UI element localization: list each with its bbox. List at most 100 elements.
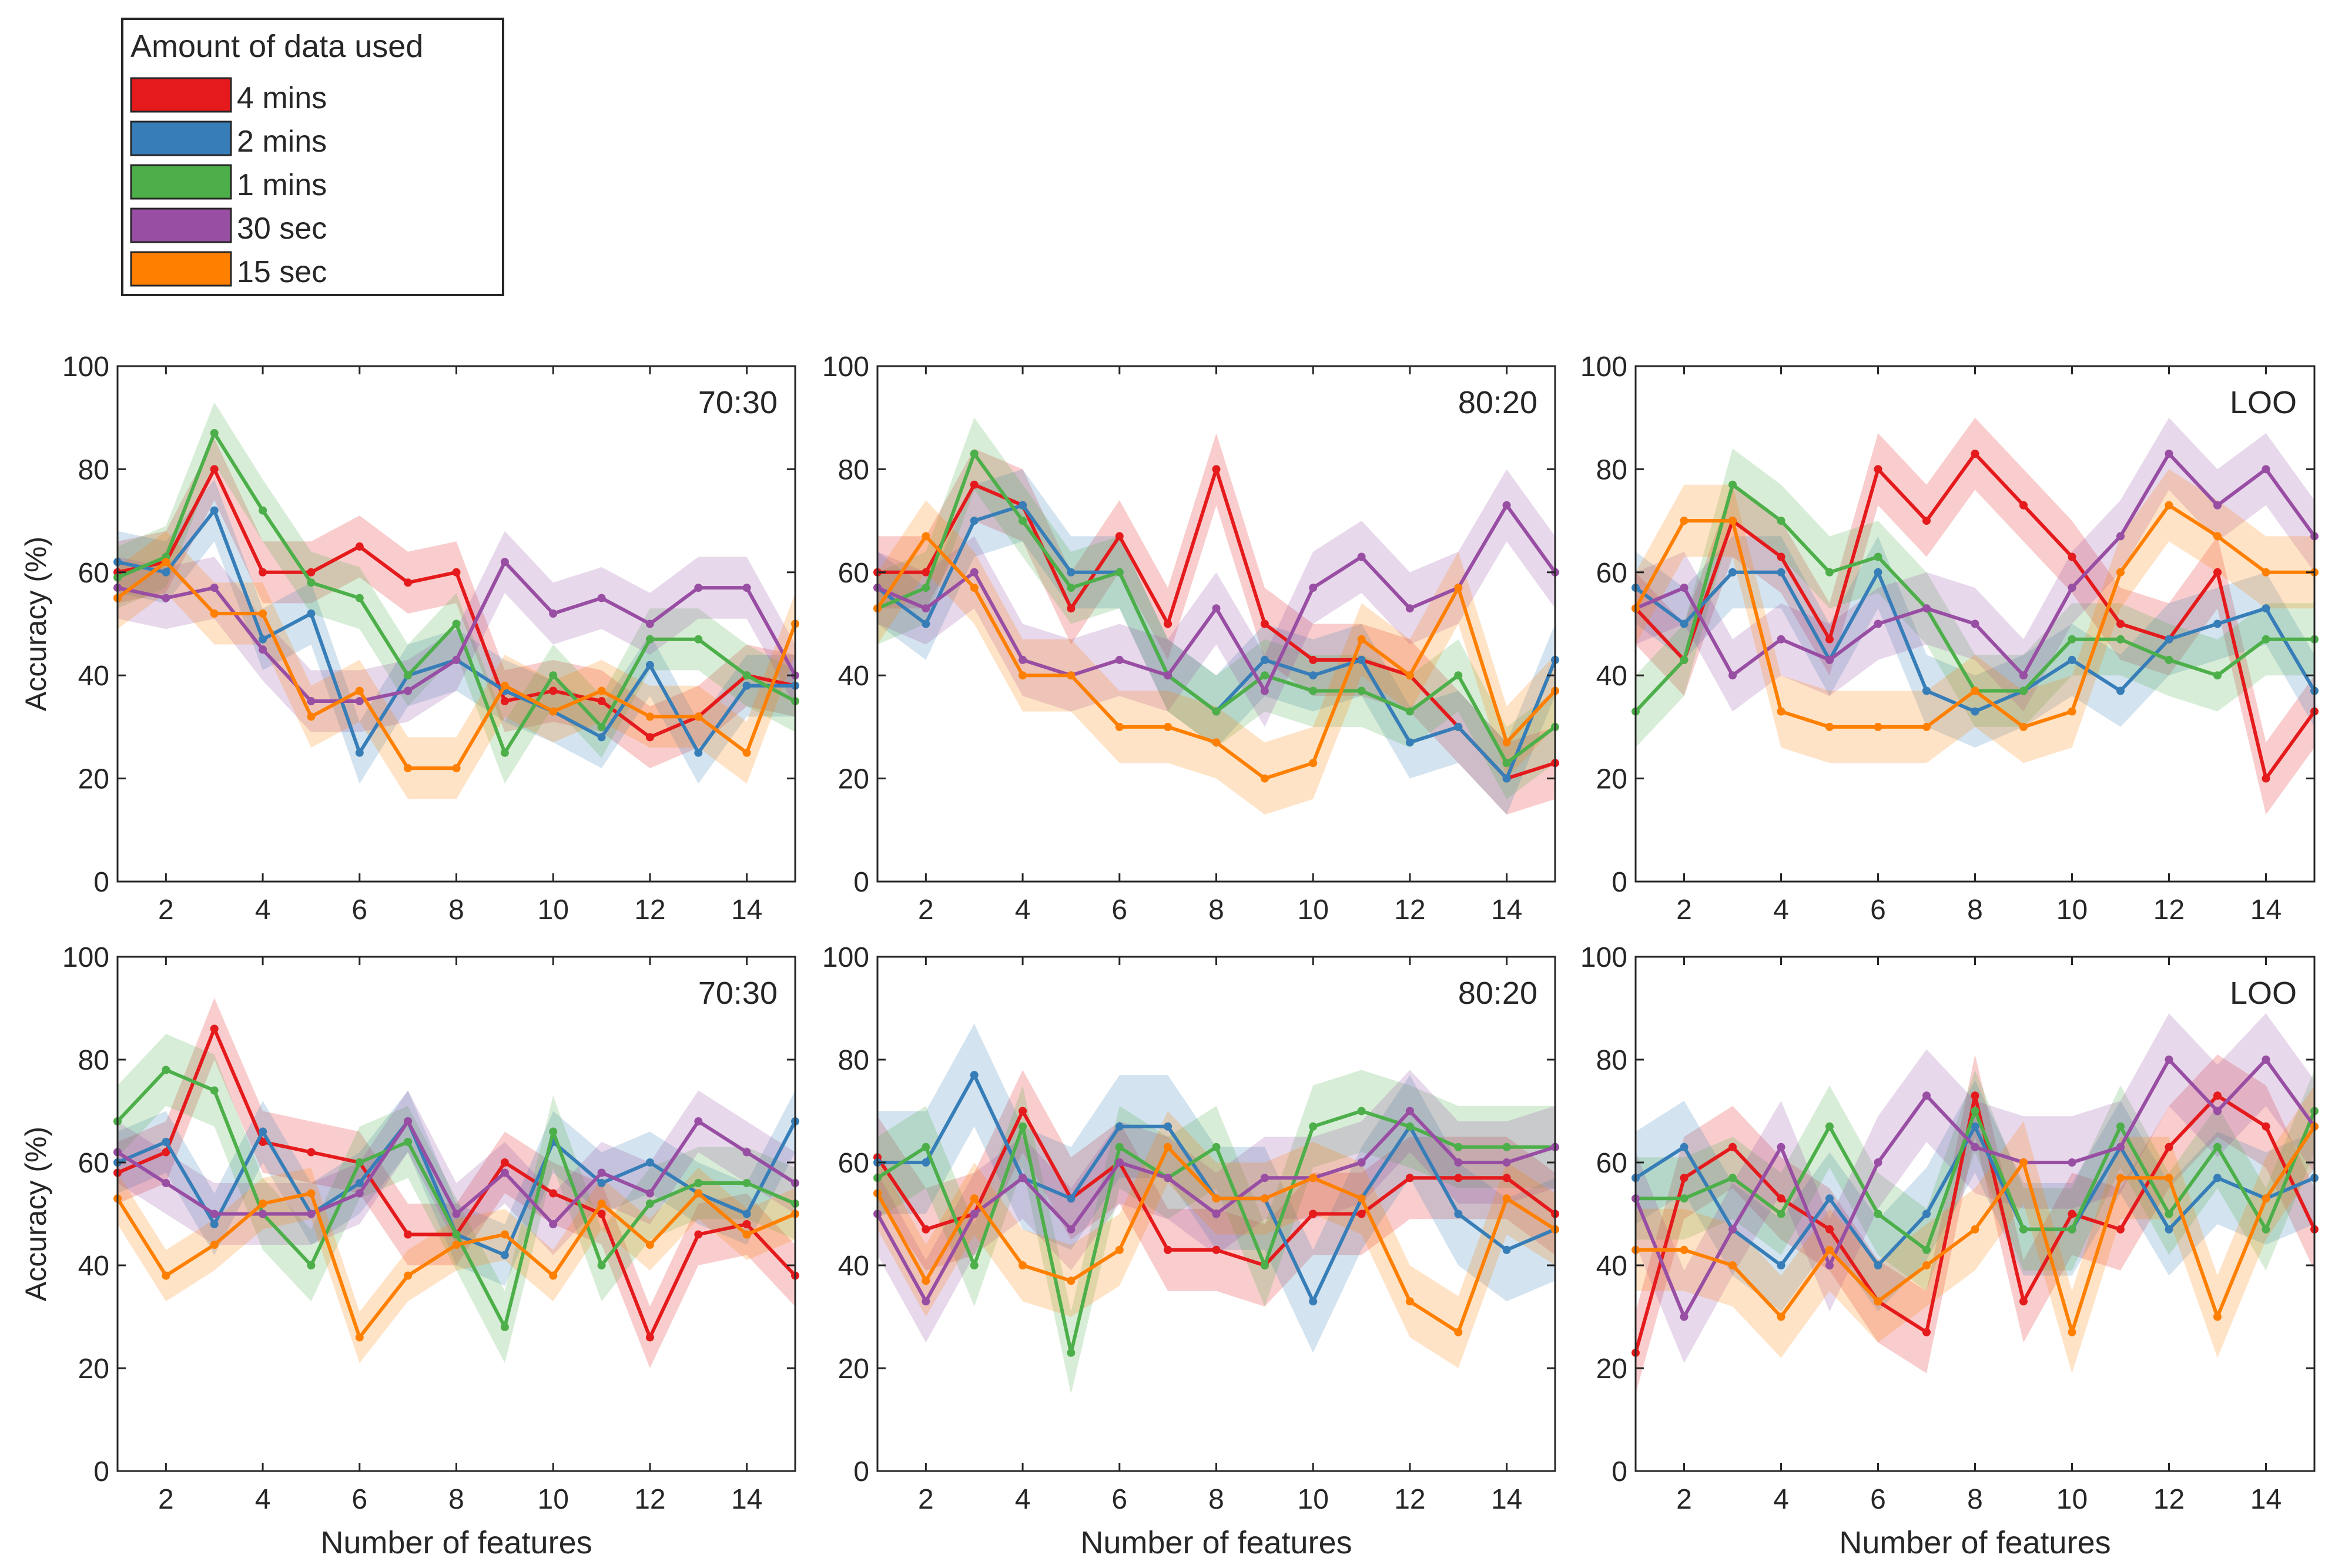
y-tick-label: 80 — [78, 454, 109, 485]
data-point — [1212, 604, 1221, 613]
data-point — [645, 1200, 654, 1208]
data-point — [1922, 1328, 1931, 1336]
legend-label: 2 mins — [237, 125, 327, 159]
x-tick-label: 2 — [918, 1484, 934, 1515]
data-point — [1164, 1122, 1172, 1131]
data-point — [2068, 1225, 2076, 1234]
data-point — [597, 722, 606, 731]
data-point — [1164, 671, 1172, 680]
data-point — [2165, 1209, 2173, 1218]
data-point — [1680, 517, 1689, 525]
data-point — [2165, 1143, 2173, 1151]
data-point — [549, 1189, 558, 1198]
x-tick-label: 8 — [448, 894, 464, 926]
data-point — [1874, 1158, 1882, 1167]
confidence-band — [877, 1070, 1555, 1306]
data-point — [2213, 619, 2222, 628]
x-tick-label: 12 — [2153, 1484, 2185, 1515]
data-point — [2262, 774, 2270, 783]
data-point — [597, 697, 606, 705]
data-point — [922, 1276, 930, 1285]
y-tick-label: 40 — [78, 1251, 109, 1282]
data-point — [210, 609, 219, 618]
data-point — [922, 1297, 930, 1306]
data-point — [922, 619, 930, 628]
data-point — [307, 1189, 316, 1198]
y-tick-label: 80 — [78, 1045, 109, 1076]
chart-panel: 0 20 40 60 80 100 2 4 6 8 10 12 14 80:20 — [822, 351, 1559, 926]
data-point — [500, 681, 509, 690]
data-point — [1680, 1194, 1689, 1203]
x-tick-label: 10 — [2056, 894, 2088, 926]
confidence-band — [877, 469, 1555, 727]
y-tick-label: 100 — [822, 942, 869, 973]
data-point — [1502, 501, 1511, 510]
data-point — [1728, 1174, 1737, 1182]
y-tick-label: 20 — [1596, 764, 1627, 795]
confidence-band — [877, 433, 1555, 815]
panel-title: LOO — [2230, 385, 2297, 420]
data-point — [1825, 1122, 1834, 1131]
data-point — [1309, 671, 1318, 680]
x-tick-label: 10 — [1298, 1484, 1329, 1515]
y-tick-label: 60 — [78, 1148, 109, 1179]
data-point — [259, 1138, 267, 1146]
data-point — [452, 764, 461, 773]
y-tick-label: 40 — [838, 661, 869, 692]
data-point — [1454, 1209, 1463, 1218]
data-point — [1164, 1143, 1172, 1151]
data-point — [1971, 619, 1979, 628]
data-point — [404, 1117, 413, 1125]
y-tick-label: 20 — [1596, 1353, 1627, 1385]
data-point — [162, 558, 170, 567]
data-point — [1309, 655, 1318, 664]
data-point — [1164, 1174, 1172, 1182]
data-point — [1825, 568, 1834, 577]
data-point — [922, 568, 930, 577]
data-point — [1680, 584, 1689, 592]
data-point — [1680, 619, 1689, 628]
data-point — [1260, 774, 1269, 783]
data-point — [549, 671, 558, 680]
data-point — [1777, 1312, 1785, 1321]
data-point — [500, 748, 509, 757]
data-point — [452, 1241, 461, 1249]
data-point — [1454, 584, 1463, 592]
data-point — [1212, 1143, 1221, 1151]
data-point — [1357, 1158, 1366, 1167]
data-point — [1825, 655, 1834, 664]
legend-swatch — [130, 207, 232, 243]
data-point — [307, 609, 316, 618]
data-point — [742, 748, 751, 757]
data-point — [1067, 1348, 1076, 1357]
data-point — [1825, 722, 1834, 731]
data-point — [2165, 635, 2173, 644]
data-point — [1922, 1261, 1931, 1269]
data-point — [1067, 1194, 1076, 1203]
data-point — [210, 584, 219, 592]
data-point — [1067, 604, 1076, 613]
data-point — [1164, 722, 1172, 731]
data-point — [1728, 1225, 1737, 1234]
data-point — [1874, 465, 1882, 474]
data-point — [1454, 671, 1463, 680]
data-point — [2213, 1143, 2222, 1151]
data-point — [645, 1189, 654, 1198]
x-tick-label: 4 — [255, 894, 271, 926]
data-point — [1019, 517, 1027, 525]
legend-swatch — [130, 164, 232, 200]
y-tick-label: 20 — [78, 1353, 109, 1385]
data-point — [1777, 1194, 1785, 1203]
y-tick-label: 40 — [838, 1251, 869, 1282]
data-point — [1357, 635, 1366, 644]
x-tick-label: 12 — [2153, 894, 2185, 926]
data-point — [1309, 686, 1318, 695]
data-point — [1067, 1276, 1076, 1285]
data-point — [1260, 619, 1269, 628]
x-tick-label: 6 — [351, 894, 367, 926]
data-point — [1309, 584, 1318, 592]
confidence-band — [1636, 536, 2314, 748]
legend-label: 30 sec — [237, 212, 327, 246]
legend-swatch — [130, 77, 232, 113]
